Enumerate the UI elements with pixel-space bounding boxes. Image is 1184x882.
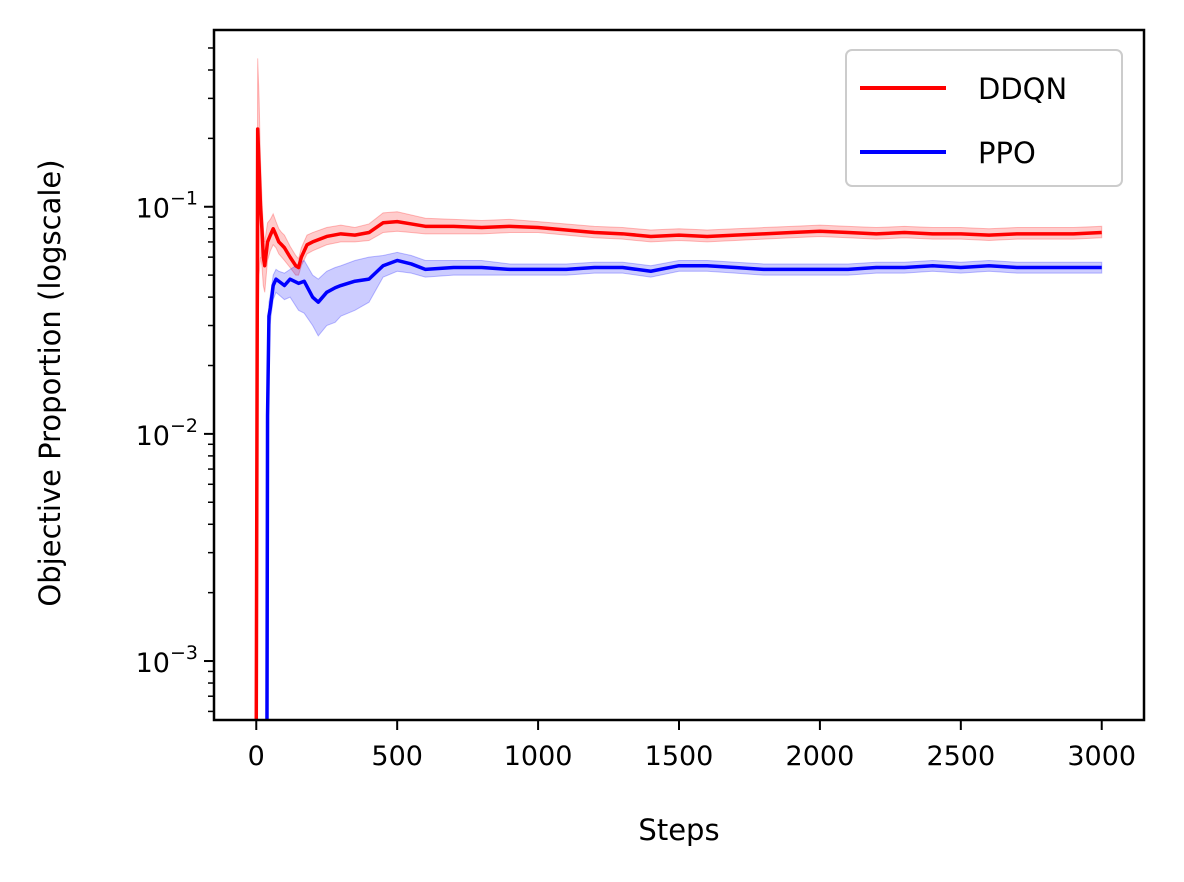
legend: DDQN PPO (845, 49, 1123, 187)
x-axis: 0 500 1000 1500 2000 2500 3000 (248, 720, 1136, 772)
series-line-ddqn (254, 127, 1102, 720)
band-ppo (266, 251, 1103, 720)
legend-label-ddqn: DDQN (978, 72, 1067, 106)
legend-label-ppo: PPO (978, 136, 1036, 170)
x-tick-label: 1000 (504, 741, 573, 772)
x-tick-label: 3000 (1067, 741, 1136, 772)
y-tick-label: 10−1 (136, 188, 198, 225)
series-lines (254, 127, 1102, 720)
band-ddqn (255, 58, 1103, 720)
y-tick-label: 10−3 (136, 642, 198, 679)
x-tick-label: 2500 (926, 741, 995, 772)
y-tick-label: 10−2 (136, 415, 198, 452)
x-tick-label: 0 (248, 741, 265, 772)
x-tick-label: 2000 (786, 741, 855, 772)
series-line-ppo (265, 258, 1102, 720)
y-axis: 10−3 10−2 10−1 (136, 47, 214, 713)
y-axis-title: Objective Proportion (logscale) (33, 159, 67, 606)
x-axis-title: Steps (638, 813, 719, 847)
x-tick-label: 500 (371, 741, 423, 772)
x-tick-label: 1500 (645, 741, 714, 772)
